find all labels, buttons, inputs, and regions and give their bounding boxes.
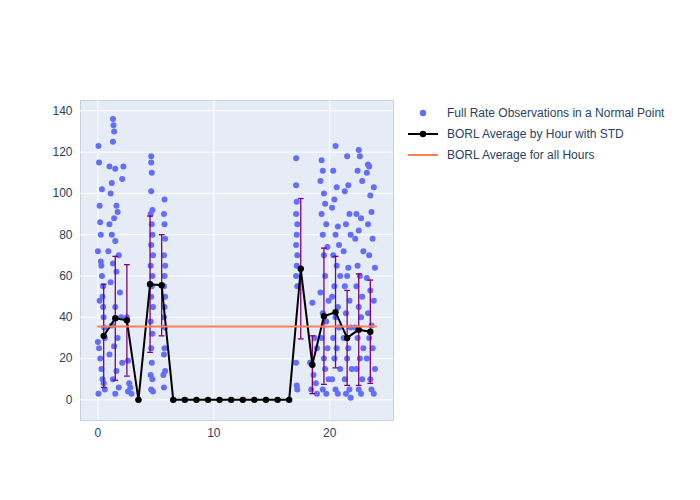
svg-text:80: 80 [59,228,73,242]
svg-text:10: 10 [207,426,221,440]
svg-text:40: 40 [59,310,73,324]
html-text:BORL Average by Hour with STD: BORL Average by Hour with STD [447,126,624,141]
svg-text:140: 140 [52,104,72,118]
svg-text:60: 60 [59,269,73,283]
svg-text:0: 0 [66,393,73,407]
svg-text:100: 100 [52,186,72,200]
svg-text:20: 20 [59,351,73,365]
html-text:Full Rate Observations in a No: Full Rate Observations in a Normal Point [447,105,665,120]
svg-text:0: 0 [95,426,102,440]
html-text:BORL Average for all Hours: BORL Average for all Hours [447,147,595,162]
svg-text:120: 120 [52,145,72,159]
svg-text:20: 20 [323,426,337,440]
